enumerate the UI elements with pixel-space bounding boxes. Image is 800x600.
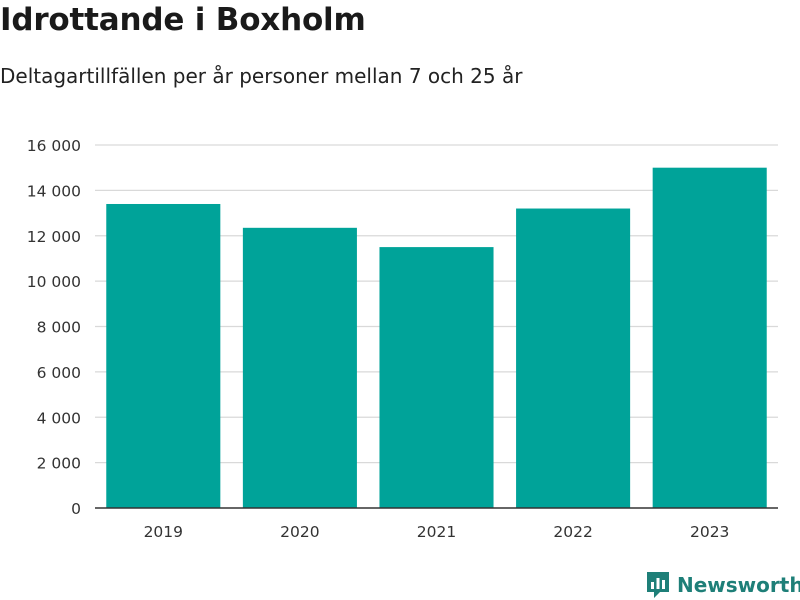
y-tick-label: 12 000 (27, 228, 81, 246)
y-tick-label: 6 000 (37, 364, 81, 382)
x-tick-label: 2021 (417, 523, 456, 541)
y-tick-label: 2 000 (37, 455, 81, 473)
newsworthy-logo-icon (647, 572, 669, 598)
chart-subtitle: Deltagartillfällen per år personer mella… (0, 64, 523, 88)
y-tick-label: 8 000 (37, 319, 81, 337)
chart-title: Idrottande i Boxholm (0, 2, 366, 38)
y-tick-labels: 0 2 000 4 000 6 000 8 000 10 000 12 000 14 000 1… (27, 137, 81, 518)
x-tick-label: 2023 (690, 523, 729, 541)
y-tick-label: 10 000 (27, 273, 81, 291)
brand-name: Newsworthy (677, 573, 800, 597)
x-tick-labels: 2019 2020 2021 2022 2023 (144, 523, 730, 541)
bar-2023 (652, 167, 767, 508)
bar-chart: 0 2 000 4 000 6 000 8 000 10 000 12 000 14 000 1… (27, 137, 778, 541)
bar-2019 (106, 203, 221, 509)
y-tick-label: 4 000 (37, 409, 81, 427)
bar-2022 (516, 208, 631, 508)
y-tick-label: 16 000 (27, 137, 81, 155)
bar-2020 (242, 227, 357, 508)
x-tick-label: 2019 (144, 523, 183, 541)
y-tick-label: 14 000 (27, 182, 81, 200)
bar-2021 (379, 247, 494, 508)
bars (106, 167, 767, 509)
x-tick-label: 2020 (280, 523, 319, 541)
y-tick-label: 0 (71, 500, 81, 518)
x-tick-label: 2022 (553, 523, 592, 541)
newsworthy-logo: Newsworthy (645, 570, 800, 600)
